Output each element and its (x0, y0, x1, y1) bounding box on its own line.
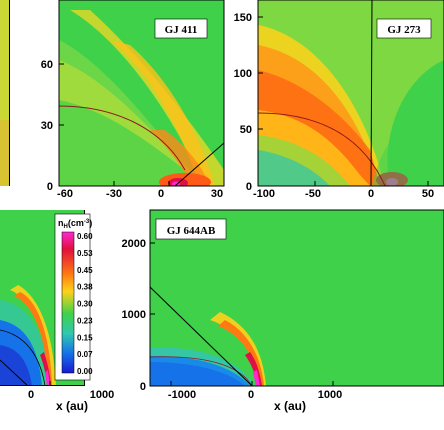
ytick-gj644ab-1: 1000 (122, 309, 146, 321)
xtick-bl-1: 1000 (90, 389, 114, 401)
ytick-gj644ab-0: 0 (140, 381, 146, 393)
xlabel-bl: x (au) (56, 399, 88, 413)
xtick-bl-0: 0 (28, 389, 34, 401)
colorbar: nH(cm-3) 0.60 0.53 0.45 0.38 0.30 0.23 0.15 0.0… (54, 213, 93, 381)
ytick-gj411-0: 0 (47, 181, 53, 193)
flow-line (150, 286, 253, 386)
colorbar-tick-label: 0.60 (77, 232, 93, 241)
xtick-gj644ab-1: 0 (248, 389, 254, 401)
panel-title-gj411: GJ 411 (165, 24, 198, 36)
colorbar-tick-label: 0.38 (77, 283, 93, 292)
ytick-gj644ab-2: 2000 (122, 238, 146, 250)
flow-line (174, 142, 224, 186)
colorbar-tick-label: 0.07 (77, 350, 93, 359)
ytick-gj411-2: 60 (41, 59, 53, 71)
ytick-gj273-3: 150 (234, 12, 252, 24)
colorbar-tick-label: 0.15 (77, 333, 93, 342)
xlabel-gj644ab: x (au) (274, 399, 306, 413)
ytick-gj273-1: 50 (240, 124, 252, 136)
boundary-curve (150, 356, 253, 386)
colorbar-tick-label: 0.53 (77, 249, 93, 258)
xtick-gj411-0: -60 (57, 188, 73, 200)
panel-gj644ab: GJ 644AB -1000 0 1000 0 1000 2000 x (au) (122, 209, 444, 413)
xtick-gj644ab-2: 1000 (318, 389, 342, 401)
boundary-curve (59, 105, 186, 171)
xtick-gj273-3: 50 (422, 188, 434, 200)
panel-title-gj644ab: GJ 644AB (167, 225, 216, 237)
panel-bottom-left: nH(cm-3) 0.60 0.53 0.45 0.38 0.30 0.23 0.15 0.0… (0, 210, 114, 413)
colorbar-tick-label: 0.00 (77, 367, 93, 376)
boundary-curve (0, 329, 46, 386)
ytick-gj273-2: 100 (234, 68, 252, 80)
xtick-gj273-0: -100 (253, 188, 275, 200)
flow-line (0, 359, 29, 386)
flow-line (370, 0, 373, 186)
colorbar-tick-label: 0.23 (77, 316, 93, 325)
panel-left-crop (0, 0, 10, 186)
panel-gj273: GJ 273 -100 -50 0 50 0 50 100 150 (234, 0, 444, 200)
panel-gj411: GJ 411 -60 -30 0 30 0 30 60 (41, 0, 225, 200)
xtick-gj273-1: -50 (305, 188, 321, 200)
xtick-gj644ab-0: -1000 (168, 389, 196, 401)
colorbar-title: nH(cm-3) (58, 218, 92, 230)
xtick-gj411-2: 0 (158, 188, 164, 200)
xtick-gj411-1: -30 (106, 188, 122, 200)
colorbar-tick-label: 0.45 (77, 266, 93, 275)
boundary-curve (258, 112, 386, 186)
ytick-gj411-1: 30 (41, 120, 53, 132)
ytick-gj273-0: 0 (246, 181, 252, 193)
colorbar-tick-label: 0.30 (77, 300, 93, 309)
xtick-gj273-2: 0 (368, 188, 374, 200)
xtick-gj411-3: 30 (211, 188, 223, 200)
panel-title-gj273: GJ 273 (387, 24, 421, 36)
